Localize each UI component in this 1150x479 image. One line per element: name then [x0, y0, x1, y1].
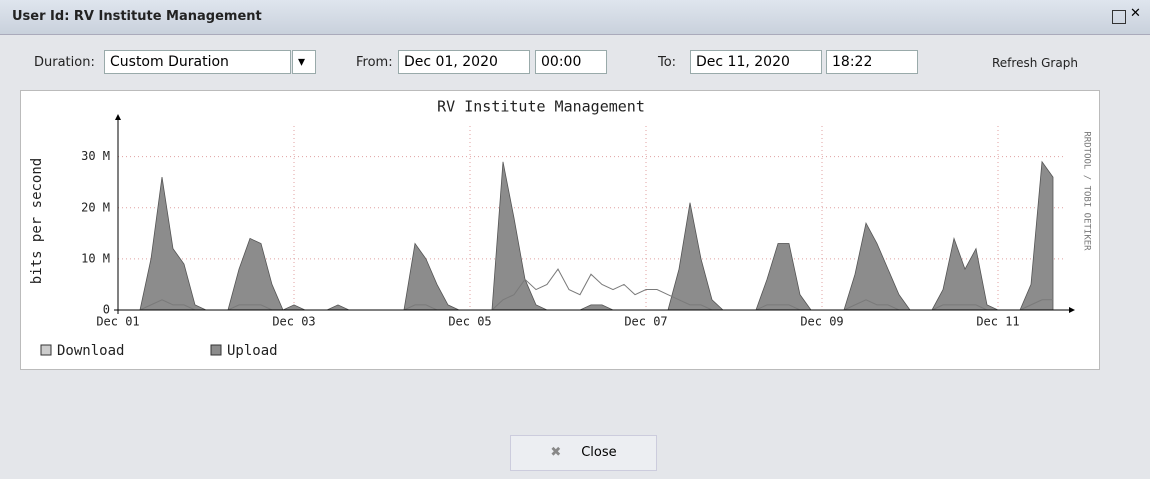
y-axis-label: bits per second — [29, 158, 45, 284]
legend-label: Upload — [227, 343, 278, 359]
upload-area — [118, 160, 1054, 311]
x-tick-label: Dec 01 — [96, 315, 139, 329]
window-title: User Id: RV Institute Management — [12, 9, 262, 24]
to-label: To: — [658, 55, 677, 70]
title-bar: User Id: RV Institute Management ✕ — [0, 0, 1150, 35]
y-tick-label: 20 M — [81, 200, 110, 214]
close-label: Close — [581, 445, 617, 460]
chart: RV Institute Management bits per second … — [20, 90, 1100, 370]
x-tick-label: Dec 05 — [448, 315, 491, 329]
x-tick-label: Dec 09 — [800, 315, 843, 329]
from-label: From: — [356, 55, 393, 70]
legend-swatch — [210, 344, 222, 356]
from-date[interactable]: Dec 01, 2020 — [398, 50, 530, 74]
to-date[interactable]: Dec 11, 2020 — [690, 50, 822, 74]
duration-select[interactable]: Custom Duration — [104, 50, 291, 74]
y-tick-label: 0 — [103, 303, 110, 317]
maximize[interactable] — [1112, 10, 1126, 24]
to-time[interactable]: 18:22 — [826, 50, 918, 74]
close-x[interactable]: ✕ — [1130, 6, 1141, 21]
chart-title: RV Institute Management — [437, 98, 645, 116]
y-tick-label: 30 M — [81, 149, 110, 163]
x-tick-label: Dec 03 — [272, 315, 315, 329]
close-button[interactable]: ✖ Close — [510, 435, 657, 471]
dropdown[interactable]: ▾ — [292, 50, 316, 74]
y-arrow — [115, 114, 121, 120]
x-tick-label: Dec 07 — [624, 315, 667, 329]
x-arrow — [1069, 307, 1075, 313]
legend-swatch — [40, 344, 52, 356]
duration-label: Duration: — [34, 55, 95, 70]
legend-label: Download — [57, 343, 124, 359]
side-note: RRDTOOL / TOBI OETIKER — [1082, 131, 1092, 251]
x-tick-label: Dec 11 — [976, 315, 1019, 329]
refresh-button[interactable]: Refresh Graph — [992, 56, 1078, 70]
y-tick-label: 10 M — [81, 251, 110, 265]
from-time[interactable]: 00:00 — [535, 50, 607, 74]
